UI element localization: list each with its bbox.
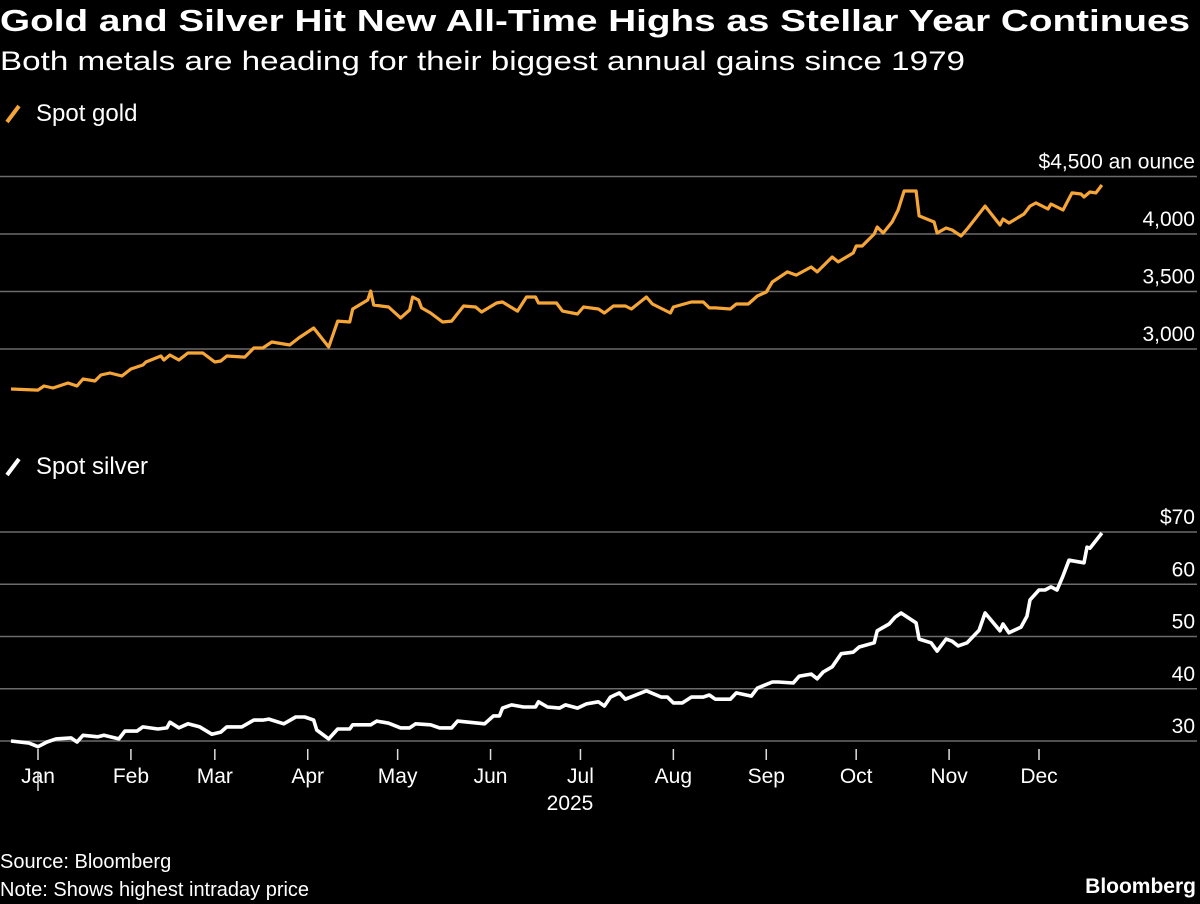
gold-series-line: [10, 184, 1104, 392]
gold-ytick-label: 3,000: [1142, 323, 1195, 346]
bloomberg-logo: Bloomberg: [1085, 875, 1196, 898]
silver-ytick-label: $70: [1160, 506, 1195, 529]
silver-ytick-label: 60: [1172, 558, 1195, 581]
silver-legend-label: Spot silver: [36, 453, 148, 480]
silver-ytick-label: 30: [1172, 715, 1195, 738]
silver-ytick-label: 50: [1172, 611, 1195, 634]
chart-title: Gold and Silver Hit New All-Time Highs a…: [0, 3, 1190, 38]
chart-subtitle: Both metals are heading for their bigges…: [0, 46, 965, 76]
year-label: 2025: [547, 792, 594, 815]
xaxis-tick-label: Aug: [655, 765, 692, 788]
gold-ytick-label: 4,000: [1142, 208, 1195, 231]
silver-legend-slash-icon: [5, 457, 21, 477]
gold-legend-label: Spot gold: [36, 100, 137, 127]
xaxis-tick-label: Jul: [567, 765, 594, 788]
xaxis-tick-label: Sep: [748, 765, 785, 788]
xaxis-tick-label: Mar: [197, 765, 233, 788]
xaxis-tick-label: May: [378, 765, 418, 788]
gold-legend-slash-icon: [5, 104, 21, 124]
gold-panel: Spot gold 3,000 3,500 4,000 $4,500 an ounce: [0, 100, 1197, 392]
xaxis-tick-label: Nov: [930, 765, 968, 788]
note-text: Note: Shows highest intraday price: [0, 879, 309, 901]
xaxis-tick-label: Apr: [291, 765, 324, 788]
silver-ytick-label: 40: [1172, 663, 1195, 686]
xaxis-tick-label: Oct: [840, 765, 873, 788]
silver-series-line: [10, 531, 1104, 749]
xaxis-tick-label: Dec: [1020, 765, 1057, 788]
gold-ytick-label: 3,500: [1142, 266, 1195, 289]
xaxis-tick-label: Feb: [113, 765, 149, 788]
gold-ytick-label: $4,500 an ounce: [1039, 151, 1195, 174]
source-text: Source: Bloomberg: [0, 851, 171, 873]
xaxis-tick-label: Jun: [474, 765, 508, 788]
